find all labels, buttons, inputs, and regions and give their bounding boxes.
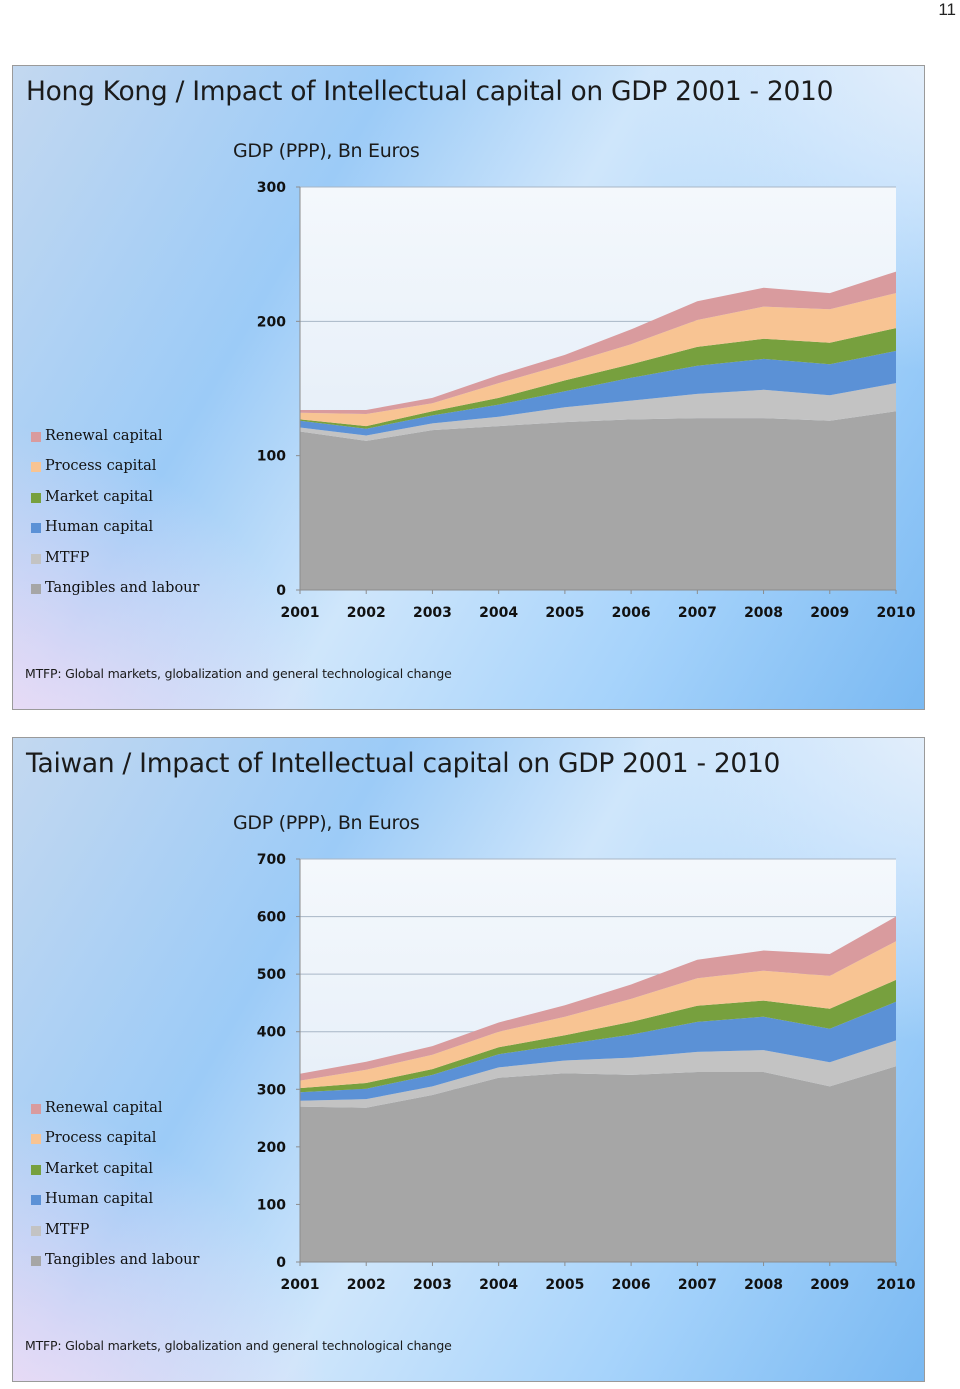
- x-tick-label: 2006: [612, 1277, 651, 1293]
- legend-label: Tangibles and labour: [45, 1251, 200, 1268]
- x-tick-label: 2005: [545, 1277, 584, 1293]
- chart-subtitle: GDP (PPP), Bn Euros: [233, 812, 420, 834]
- y-tick-label: 500: [257, 967, 286, 983]
- area-renewal-capital: [300, 271, 896, 414]
- legend-swatch: [31, 523, 41, 534]
- legend-swatch: [31, 1104, 41, 1114]
- x-tick-label: 2008: [744, 605, 783, 621]
- legend-swatch: [31, 583, 41, 594]
- x-tick-label: 2007: [678, 605, 717, 621]
- legend-item-mtfp: MTFP: [31, 1222, 199, 1252]
- x-tick-label: 2007: [678, 1277, 717, 1293]
- legend-label: Renewal capital: [45, 428, 163, 444]
- y-tick-label: 200: [257, 1140, 286, 1156]
- chart-footnote: MTFP: Global markets, globalization and …: [25, 666, 452, 681]
- area-tangibles-and-labour: [300, 1066, 896, 1262]
- legend-label: Human capital: [45, 519, 154, 536]
- area-process-capital: [300, 293, 896, 427]
- area-process-capital: [300, 941, 896, 1089]
- x-tick-label: 2006: [612, 605, 651, 621]
- page-number: 11: [938, 0, 956, 19]
- legend-item-market-capital: Market capital: [31, 1161, 199, 1191]
- area-mtfp: [300, 383, 896, 441]
- legend-item-market-capital: Market capital: [31, 489, 199, 519]
- x-tick-label: 2003: [413, 1277, 452, 1293]
- hong-kong-area-chart: 0 100 200 300 2001 2002 2003 2004 2005 2006 2007 20…: [257, 180, 916, 621]
- chart-title: Hong Kong / Impact of Intellectual capit…: [26, 76, 834, 107]
- legend-label: Market capital: [45, 1160, 154, 1177]
- legend-label: MTFP: [45, 1221, 90, 1238]
- y-tick-label: 0: [276, 583, 286, 599]
- x-tick-label: 2010: [877, 605, 916, 621]
- legend-label: MTFP: [45, 549, 90, 566]
- y-tick-label: 100: [257, 449, 286, 465]
- x-tick-label: 2003: [413, 605, 452, 621]
- taiwan-slide: Taiwan / Impact of Intellectual capital …: [12, 737, 925, 1382]
- legend-label: Renewal capital: [45, 1100, 163, 1116]
- area-tangibles-and-labour: [300, 411, 896, 590]
- x-tick-label: 2002: [347, 605, 386, 621]
- x-tick-label: 2009: [810, 605, 849, 621]
- legend-item-process-capital: Process capital: [31, 458, 199, 488]
- legend-label: Process capital: [45, 458, 157, 475]
- y-tick-label: 300: [257, 180, 286, 196]
- legend-item-mtfp: MTFP: [31, 550, 199, 580]
- area-market-capital: [300, 328, 896, 429]
- hong-kong-slide: Hong Kong / Impact of Intellectual capit…: [12, 65, 925, 710]
- x-tick-label: 2009: [810, 1277, 849, 1293]
- legend-item-process-capital: Process capital: [31, 1130, 199, 1160]
- legend-swatch: [31, 492, 41, 503]
- legend-label: Tangibles and labour: [45, 579, 200, 596]
- legend-item-tangibles-and-labour: Tangibles and labour: [31, 1252, 199, 1282]
- area-human-capital: [300, 1001, 896, 1101]
- legend-swatch: [31, 1255, 41, 1266]
- y-tick-label: 300: [257, 1082, 286, 1098]
- x-tick-label: 2010: [877, 1277, 916, 1293]
- y-tick-label: 600: [257, 910, 286, 926]
- x-tick-label: 2008: [744, 1277, 783, 1293]
- y-tick-label: 100: [257, 1197, 286, 1213]
- legend-item-human-capital: Human capital: [31, 519, 199, 549]
- legend-item-human-capital: Human capital: [31, 1191, 199, 1221]
- legend-item-renewal-capital: Renewal capital: [31, 428, 199, 458]
- legend-swatch: [31, 462, 41, 473]
- legend-swatch: [31, 432, 41, 442]
- legend-item-tangibles-and-labour: Tangibles and labour: [31, 580, 199, 610]
- area-market-capital: [300, 979, 896, 1093]
- y-tick-label: 200: [257, 314, 286, 330]
- legend-swatch: [31, 553, 41, 564]
- y-tick-label: 400: [257, 1025, 286, 1041]
- area-renewal-capital: [300, 916, 896, 1081]
- y-tick-label: 0: [276, 1255, 286, 1271]
- x-tick-label: 2004: [479, 1277, 518, 1293]
- x-tick-label: 2002: [347, 1277, 386, 1293]
- legend-swatch: [31, 1195, 41, 1206]
- x-tick-label: 2001: [281, 1277, 320, 1293]
- chart-legend: Renewal capital Process capital Market cap…: [31, 1100, 199, 1282]
- area-human-capital: [300, 350, 896, 436]
- legend-swatch: [31, 1164, 41, 1175]
- legend-label: Human capital: [45, 1191, 154, 1208]
- x-tick-label: 2001: [281, 605, 320, 621]
- legend-swatch: [31, 1225, 41, 1236]
- legend-label: Market capital: [45, 488, 154, 505]
- y-tick-label: 700: [257, 852, 286, 868]
- legend-item-renewal-capital: Renewal capital: [31, 1100, 199, 1130]
- x-tick-label: 2004: [479, 605, 518, 621]
- x-tick-label: 2005: [545, 605, 584, 621]
- legend-swatch: [31, 1134, 41, 1145]
- chart-footnote: MTFP: Global markets, globalization and …: [25, 1338, 452, 1353]
- chart-title: Taiwan / Impact of Intellectual capital …: [26, 748, 781, 779]
- legend-label: Process capital: [45, 1130, 157, 1147]
- taiwan-area-chart: 0 100 200 300 400 500 600 700 2001 2002 2003 2004 20…: [257, 852, 916, 1293]
- chart-subtitle: GDP (PPP), Bn Euros: [233, 140, 420, 162]
- chart-legend: Renewal capital Process capital Market cap…: [31, 428, 199, 610]
